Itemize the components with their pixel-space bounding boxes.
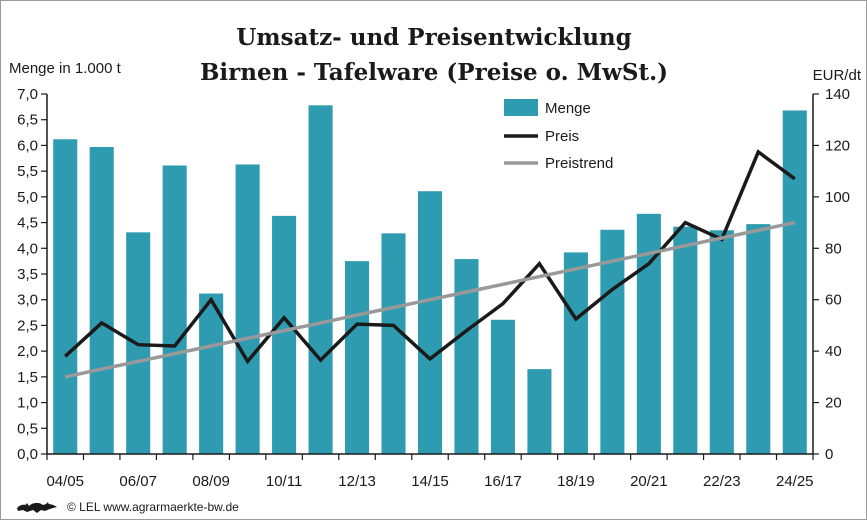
x-tick-label: 22/23: [703, 473, 741, 490]
legend-label-menge: Menge: [545, 100, 591, 117]
left-tick-label: 4,5: [17, 215, 38, 232]
footer: © LEL www.agrarmaerkte-bw.de: [15, 497, 239, 517]
right-tick-label: 100: [825, 189, 850, 206]
legend: Menge Preis Preistrend: [504, 99, 613, 172]
right-tick-label: 80: [825, 240, 842, 257]
bar-menge-10-11: [272, 215, 297, 454]
left-tick-label: 0,0: [17, 446, 38, 463]
legend-label-preis: Preis: [545, 128, 579, 145]
left-tick-label: 6,5: [17, 112, 38, 129]
bar-menge-12-13: [345, 261, 370, 454]
line-preis: [64, 149, 796, 365]
x-tick-label: 10/11: [266, 473, 302, 490]
footer-credit: © LEL www.agrarmaerkte-bw.de: [67, 500, 239, 514]
bar-menge-13-14: [381, 233, 406, 454]
bar-menge-22-23: [709, 230, 734, 454]
baden-wuerttemberg-lion-logo-icon: [17, 502, 57, 513]
left-tick-label: 2,5: [17, 317, 38, 334]
right-tick-label: 120: [825, 137, 850, 154]
bar-menge-24-25: [782, 110, 807, 454]
left-tick-label: 3,5: [17, 266, 38, 283]
x-tick-label: 06/07: [119, 473, 157, 490]
bar-menge-19-20: [600, 229, 625, 454]
left-tick-label: 2,0: [17, 343, 38, 360]
chart-title-line2: Birnen - Tafelware (Preise o. MwSt.): [200, 59, 668, 86]
bar-menge-16-17: [490, 319, 515, 454]
bar-menge-09-10: [235, 164, 260, 454]
x-tick-label: 20/21: [630, 473, 668, 490]
right-tick-label: 60: [825, 292, 842, 309]
lines-group: [64, 149, 796, 379]
left-axis-title: Menge in 1.000 t: [9, 60, 122, 77]
left-tick-label: 0,5: [17, 420, 38, 437]
left-tick-label: 1,5: [17, 369, 38, 386]
line-preistrend: [64, 220, 796, 379]
left-tick-label: 5,5: [17, 163, 38, 180]
bar-menge-15-16: [454, 259, 479, 454]
x-tick-label: 16/17: [484, 473, 522, 490]
legend-swatch-menge: [504, 99, 538, 116]
bars-group: [53, 105, 807, 455]
left-tick-label: 4,0: [17, 240, 38, 257]
x-tick-label: 08/09: [192, 473, 230, 490]
bar-menge-07-08: [162, 165, 187, 454]
x-tick-label: 04/05: [46, 473, 84, 490]
bar-menge-04-05: [53, 139, 78, 454]
axes-group: [41, 93, 819, 460]
right-tick-label: 140: [825, 86, 850, 103]
left-tick-label: 6,0: [17, 137, 38, 154]
x-tick-label: 12/13: [338, 473, 376, 490]
right-tick-label: 0: [825, 446, 833, 463]
bar-menge-21-22: [673, 226, 698, 454]
left-tick-label: 5,0: [17, 189, 38, 206]
right-tick-label: 20: [825, 395, 842, 412]
right-axis-title: EUR/dt: [813, 67, 862, 84]
left-tick-label: 3,0: [17, 292, 38, 309]
ticks-group: 0,0 0,5 1,0 1,5 2,0 2,5 3,0 3,5 4,0 4,5 5,0 5,5 6,0 6…: [17, 86, 850, 490]
bar-menge-05-06: [89, 146, 114, 454]
left-tick-label: 1,0: [17, 395, 38, 412]
bar-menge-17-18: [527, 369, 552, 454]
left-tick-label: 7,0: [17, 86, 38, 103]
bar-menge-18-19: [563, 252, 588, 454]
bar-menge-14-15: [417, 191, 443, 454]
x-tick-label: 18/19: [557, 473, 595, 490]
chart-title-line1: Umsatz- und Preisentwicklung: [236, 24, 631, 51]
bar-menge-23-24: [746, 224, 771, 454]
x-tick-label: 14/15: [411, 473, 449, 490]
bar-menge-08-09: [199, 293, 224, 454]
legend-label-preistrend: Preistrend: [545, 155, 613, 172]
right-tick-label: 40: [825, 343, 842, 360]
x-tick-label: 24/25: [776, 473, 814, 490]
bar-menge-11-12: [308, 105, 333, 455]
